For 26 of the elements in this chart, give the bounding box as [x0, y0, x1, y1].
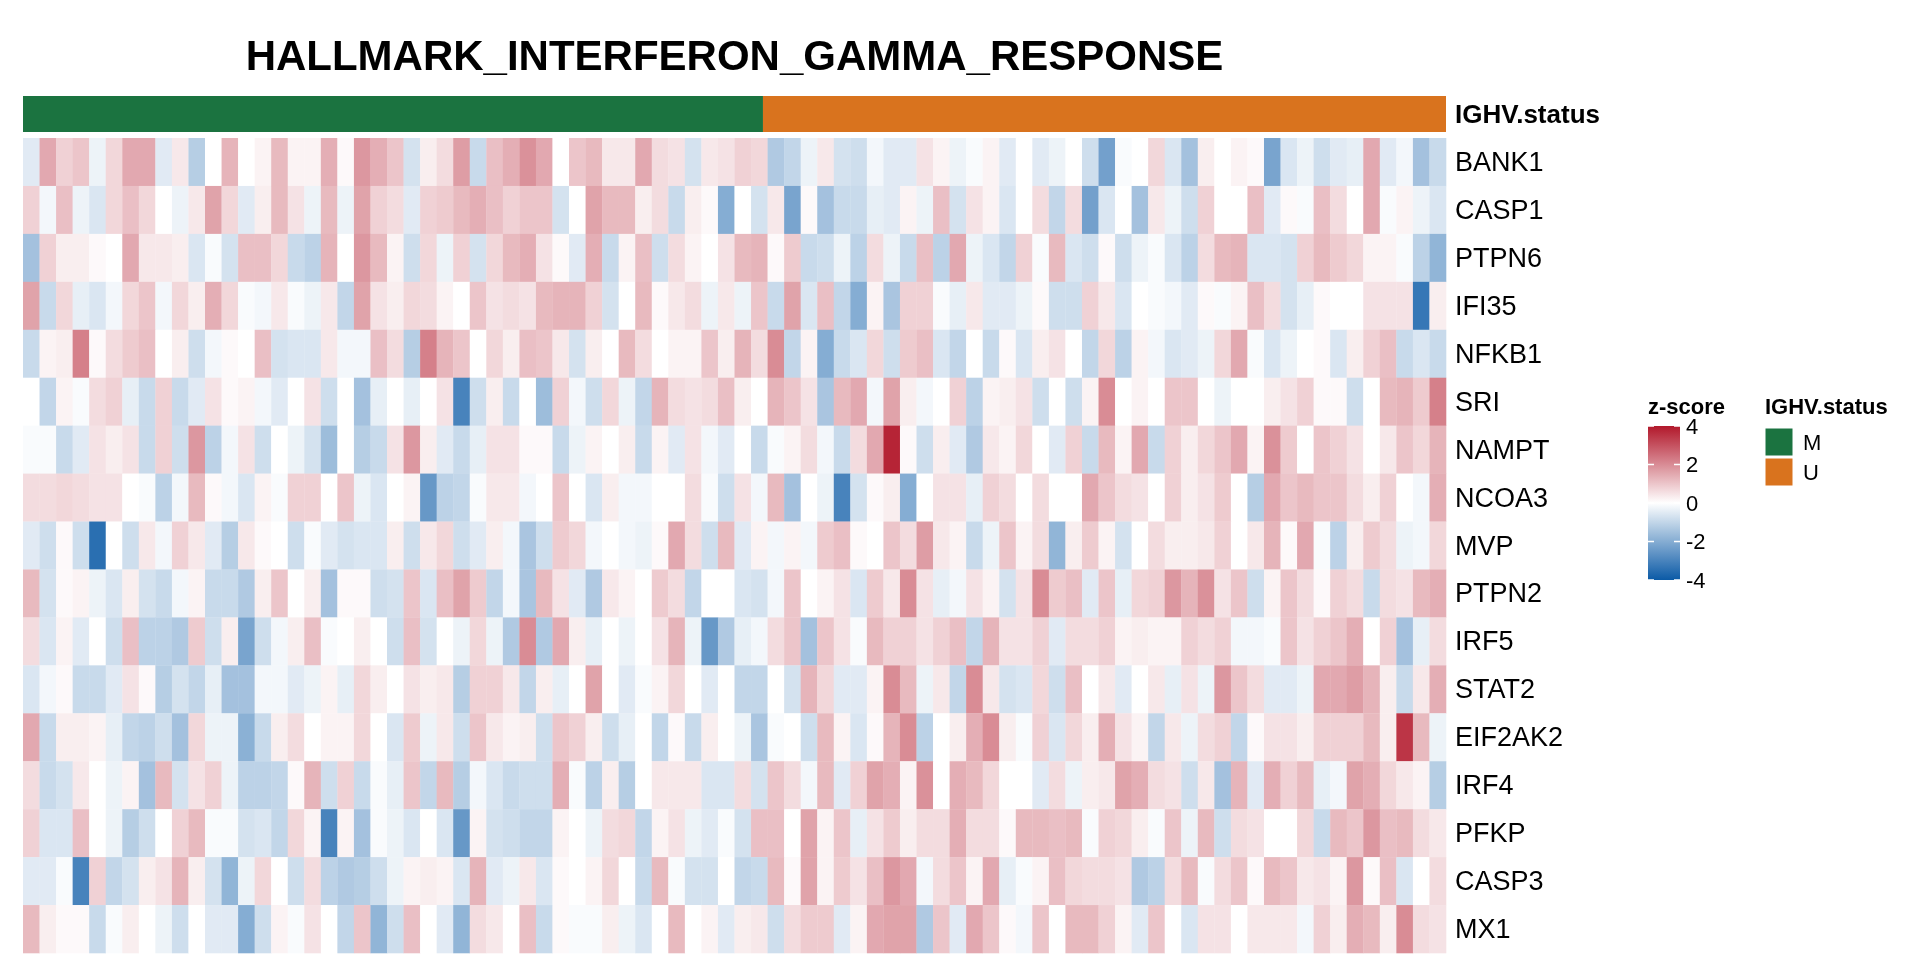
legend-label: M — [1803, 429, 1822, 455]
legend-label: U — [1803, 459, 1819, 485]
y-tick-label: NFKB1 — [1455, 338, 1543, 369]
y-tick-label: CASP3 — [1455, 866, 1544, 897]
chart-title: HALLMARK_INTERFERON_GAMMA_RESPONSE — [245, 32, 1224, 79]
color-bar-label: 0 — [1686, 490, 1699, 516]
color-bar-label: -2 — [1686, 529, 1706, 554]
color-bar-label: -4 — [1686, 567, 1706, 593]
y-tick-label: PTPN2 — [1455, 578, 1543, 609]
y-tick-label: CASP1 — [1455, 194, 1544, 225]
y-tick-label: IFI35 — [1455, 290, 1517, 321]
y-tick-label: BANK1 — [1455, 146, 1544, 177]
y-tick-label: IRF4 — [1455, 770, 1514, 801]
y-tick-label: NAMPT — [1455, 434, 1550, 465]
y-tick-label: SRI — [1455, 386, 1501, 417]
y-tick-label: NCOA3 — [1455, 482, 1549, 513]
y-tick-label: IGHV.status — [1455, 99, 1600, 129]
color-bar-label: 2 — [1686, 452, 1699, 477]
legend-title: IGHV.status — [1765, 394, 1888, 419]
y-tick-label: STAT2 — [1455, 674, 1536, 705]
y-tick-label: PFKP — [1455, 818, 1526, 849]
y-tick-label: EIF2AK2 — [1455, 722, 1564, 753]
y-tick-label: MVP — [1455, 530, 1514, 561]
y-tick-label: MX1 — [1455, 914, 1511, 945]
y-tick-label: IRF5 — [1455, 626, 1514, 657]
y-tick-label: PTPN6 — [1455, 242, 1543, 273]
